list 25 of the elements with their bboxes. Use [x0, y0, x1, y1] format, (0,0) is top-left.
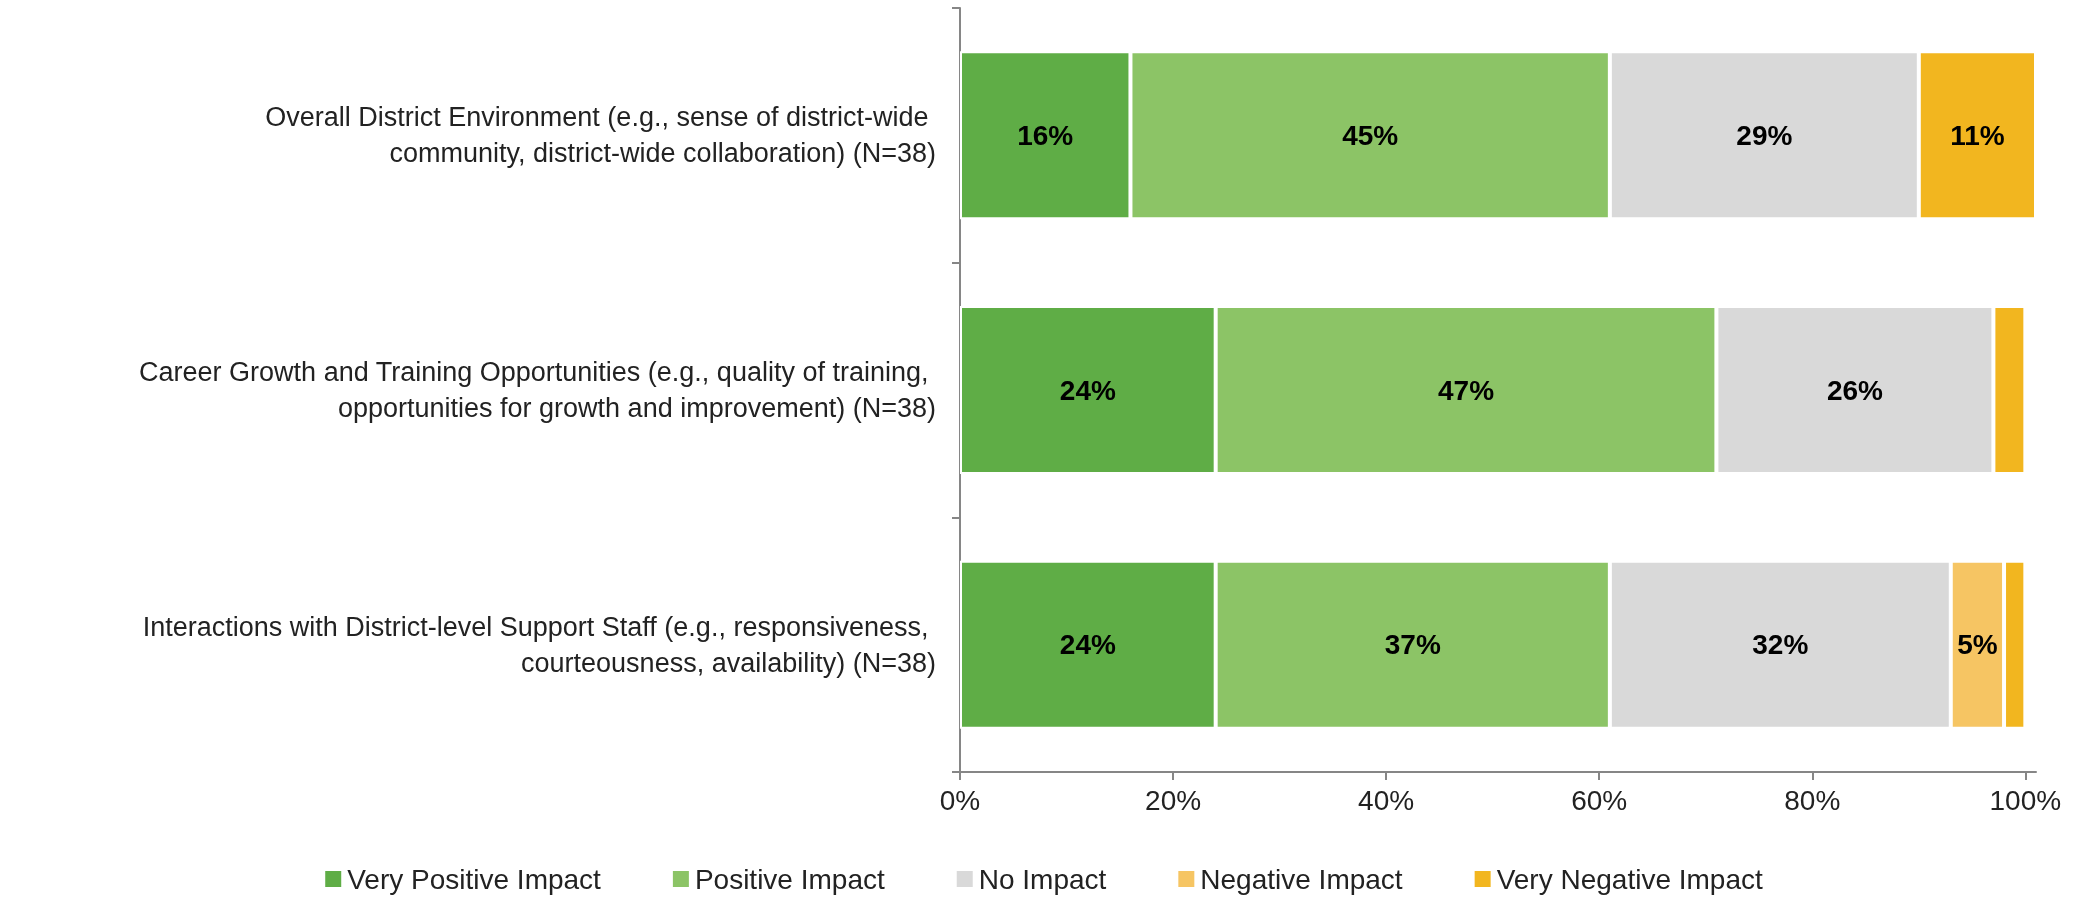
data-label: 26%: [1826, 374, 1884, 406]
y-tick-label: Interactions with District-level Support Staff (e.g., responsiveness, courteousness, availability) (N=38): [142, 611, 936, 678]
legend-label: Very Negative Impact: [1496, 863, 1763, 895]
y-tick-label: Career Growth and Training Opportunities (e.g., quality of training, opportunities for growth and improvement) (N=38): [139, 357, 936, 423]
data-label: 16%: [1017, 119, 1074, 151]
x-tick-label: 60%: [1571, 784, 1628, 816]
x-tick-label: 100%: [1989, 784, 2062, 816]
data-label: 32%: [1752, 629, 1809, 661]
data-label: 37%: [1384, 629, 1441, 661]
data-label: 47%: [1438, 374, 1495, 406]
data-label: 29%: [1736, 119, 1793, 151]
data-label: 11%: [1950, 119, 2005, 151]
x-tick-label: 20%: [1145, 784, 1202, 816]
x-tick-label: 80%: [1784, 784, 1841, 816]
data-label: 45%: [1342, 119, 1399, 151]
legend-label: Positive Impact: [694, 863, 885, 895]
data-label: 24%: [1059, 374, 1116, 406]
x-tick-label: 40%: [1358, 784, 1415, 816]
data-label: 24%: [1059, 629, 1116, 661]
x-tick-label: 0%: [939, 784, 981, 816]
y-tick-label: Overall District Environment (e.g., sense of district-wide community, district-wide collaboration) (N=38): [265, 102, 936, 169]
data-label: 5%: [1957, 629, 1998, 661]
legend-label: Very Positive Impact: [347, 863, 602, 895]
legend-label: Negative Impact: [1200, 863, 1403, 895]
legend-label: No Impact: [978, 863, 1107, 895]
